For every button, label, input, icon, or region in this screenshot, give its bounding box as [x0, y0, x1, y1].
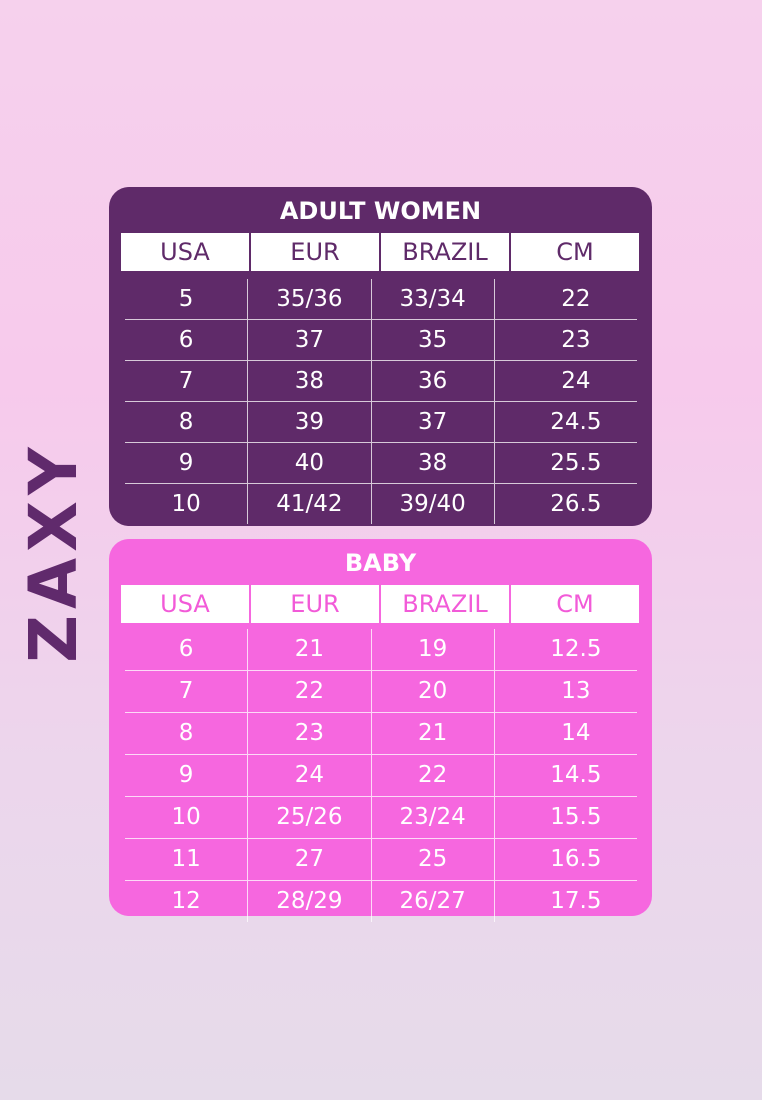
column-header-usa: USA: [160, 238, 210, 266]
eur-cell: 38: [247, 361, 370, 401]
table-row: 10 41/42 39/40 26.5: [125, 484, 637, 524]
table-row: 6 21 19 12.5: [125, 629, 637, 671]
brand-logo: ZAXY: [0, 0, 110, 1100]
brazil-cell: 22: [370, 755, 494, 796]
usa-cell: 6: [178, 636, 194, 662]
adult-rows: 5 35/36 33/34 22 6 37 35 23 7 38 36 24 8…: [125, 279, 637, 524]
brazil-cell: 26/27: [370, 881, 494, 922]
brazil-cell: 35: [370, 320, 494, 360]
brazil-cell: 19: [370, 629, 494, 670]
column-header-brazil: BRAZIL: [379, 233, 509, 271]
column-header-eur: EUR: [249, 233, 379, 271]
cm-cell: 24.5: [493, 402, 637, 442]
cm-cell: 14: [493, 713, 637, 754]
table-row: 12 28/29 26/27 17.5: [125, 881, 637, 922]
brazil-cell: 25: [370, 839, 494, 880]
cm-cell: 14.5: [493, 755, 637, 796]
cm-cell: 17.5: [493, 881, 637, 922]
brazil-cell: 37: [370, 402, 494, 442]
baby-size-table: BABY USA EUR BRAZIL CM 6 21 19 12.5 7 22…: [109, 539, 652, 922]
eur-cell: 41/42: [247, 484, 370, 524]
baby-title: BABY: [344, 549, 417, 577]
eur-cell: 35/36: [247, 279, 370, 319]
usa-cell: 7: [178, 678, 194, 704]
brazil-cell: 21: [370, 713, 494, 754]
brazil-cell: 36: [370, 361, 494, 401]
cm-cell: 16.5: [493, 839, 637, 880]
usa-cell: 12: [171, 888, 201, 914]
cm-cell: 13: [493, 671, 637, 712]
cm-cell: 22: [493, 279, 637, 319]
usa-cell: 8: [178, 720, 194, 746]
eur-cell: 28/29: [247, 881, 370, 922]
table-row: 11 27 25 16.5: [125, 839, 637, 881]
table-row: 7 22 20 13: [125, 671, 637, 713]
usa-cell: 6: [178, 326, 194, 353]
baby-rows: 6 21 19 12.5 7 22 20 13 8 23 21 14 9 24 …: [125, 629, 637, 922]
cm-cell: 15.5: [493, 797, 637, 838]
table-row: 9 40 38 25.5: [125, 443, 637, 484]
cm-cell: 26.5: [493, 484, 637, 524]
adult-women-title: ADULT WOMEN: [279, 197, 482, 225]
brand-name: ZAXY: [15, 441, 92, 663]
adult-header-row: USA EUR BRAZIL CM: [121, 233, 639, 271]
eur-cell: 21: [247, 629, 370, 670]
usa-cell: 10: [171, 490, 201, 517]
brazil-cell: 38: [370, 443, 494, 483]
eur-cell: 23: [247, 713, 370, 754]
adult-women-size-table: ADULT WOMEN USA EUR BRAZIL CM 5 35/36 33…: [109, 187, 652, 526]
eur-cell: 25/26: [247, 797, 370, 838]
brazil-cell: 20: [370, 671, 494, 712]
table-row: 6 37 35 23: [125, 320, 637, 361]
usa-cell: 11: [171, 846, 201, 872]
usa-cell: 7: [178, 367, 194, 394]
column-header-eur: EUR: [249, 585, 379, 623]
table-row: 9 24 22 14.5: [125, 755, 637, 797]
usa-cell: 9: [178, 449, 194, 476]
table-row: 7 38 36 24: [125, 361, 637, 402]
brazil-cell: 23/24: [370, 797, 494, 838]
eur-cell: 27: [247, 839, 370, 880]
cm-cell: 25.5: [493, 443, 637, 483]
usa-cell: 9: [178, 762, 194, 788]
column-header-brazil: BRAZIL: [379, 585, 509, 623]
column-header-cm: CM: [509, 585, 639, 623]
eur-cell: 22: [247, 671, 370, 712]
brazil-cell: 39/40: [370, 484, 494, 524]
cm-cell: 12.5: [493, 629, 637, 670]
table-row: 8 23 21 14: [125, 713, 637, 755]
cm-cell: 23: [493, 320, 637, 360]
eur-cell: 37: [247, 320, 370, 360]
brazil-cell: 33/34: [370, 279, 494, 319]
baby-header-row: USA EUR BRAZIL CM: [121, 585, 639, 623]
column-header-cm: CM: [509, 233, 639, 271]
eur-cell: 39: [247, 402, 370, 442]
eur-cell: 24: [247, 755, 370, 796]
usa-cell: 5: [178, 285, 194, 312]
usa-cell: 8: [178, 408, 194, 435]
usa-cell: 10: [171, 804, 201, 830]
table-row: 8 39 37 24.5: [125, 402, 637, 443]
cm-cell: 24: [493, 361, 637, 401]
table-row: 10 25/26 23/24 15.5: [125, 797, 637, 839]
table-row: 5 35/36 33/34 22: [125, 279, 637, 320]
column-header-usa: USA: [160, 590, 210, 618]
eur-cell: 40: [247, 443, 370, 483]
